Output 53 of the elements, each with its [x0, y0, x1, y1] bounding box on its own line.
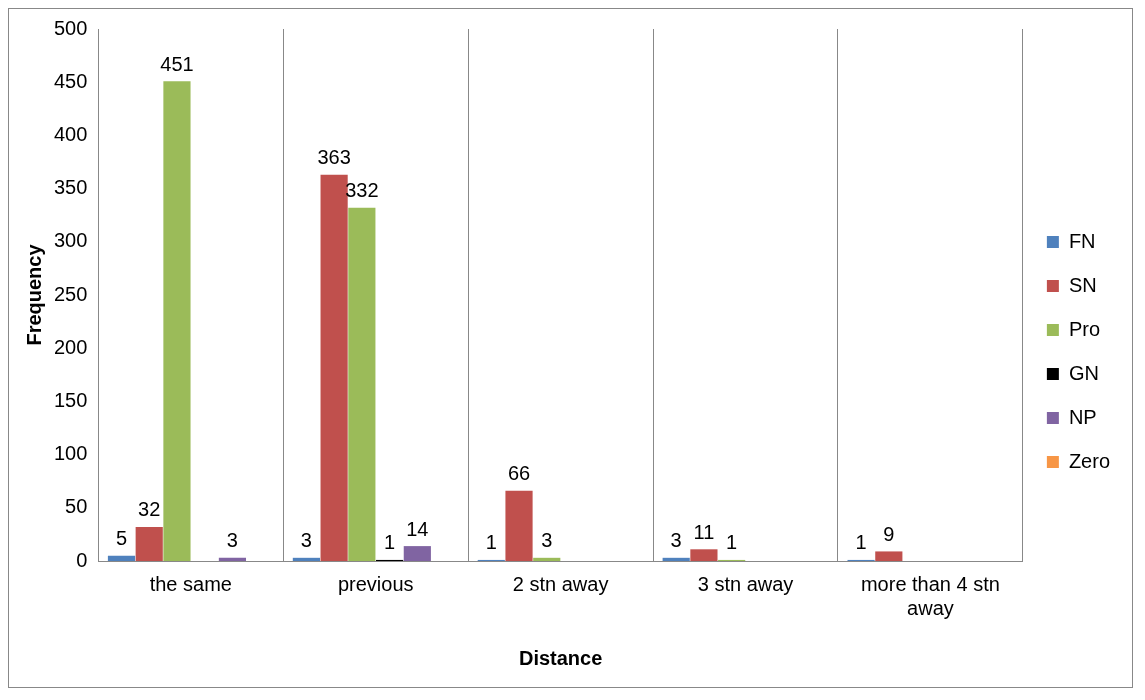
legend-label: GN: [1068, 361, 1099, 384]
bar: [403, 546, 431, 561]
data-label: 9: [883, 522, 895, 545]
data-label: 1: [726, 531, 738, 554]
y-tick-label: 200: [53, 335, 88, 358]
bar: [292, 557, 320, 561]
bar: [875, 551, 903, 561]
y-tick-label: 450: [53, 69, 88, 92]
data-label: 5: [115, 527, 128, 550]
x-tick-label: previous: [337, 572, 414, 595]
legend-label: FN: [1068, 229, 1096, 252]
legend-label: Pro: [1068, 317, 1100, 340]
data-label: 32: [138, 498, 161, 521]
bar: [662, 557, 690, 561]
bar: [690, 549, 718, 561]
x-tick-label: more than 4 stn away: [860, 572, 1000, 619]
data-label: 3: [300, 529, 312, 552]
data-label: 363: [317, 146, 351, 169]
y-tick-label: 250: [53, 282, 88, 305]
bar: [135, 526, 163, 561]
y-tick-label: 100: [53, 442, 88, 465]
x-tick-label: 2 stn away: [512, 572, 609, 595]
x-tick-label: the same: [149, 572, 232, 595]
data-label: 11: [693, 520, 715, 543]
data-label: 451: [160, 52, 194, 75]
bar: [163, 81, 191, 561]
data-label: 66: [507, 462, 531, 485]
data-label: 3: [541, 529, 553, 552]
bar: [107, 555, 136, 561]
y-tick-label: 300: [53, 229, 88, 252]
y-tick-label: 500: [53, 16, 88, 39]
y-tick-label: 50: [65, 495, 88, 518]
data-label: 14: [406, 517, 429, 540]
x-tick-label: 3 stn away: [697, 572, 794, 595]
y-tick-label: 350: [53, 176, 88, 199]
bar: [320, 174, 348, 561]
legend-label: SN: [1068, 273, 1097, 296]
bar: [505, 490, 533, 561]
y-axis-title: Frequency: [22, 243, 45, 346]
data-label: 3: [226, 529, 238, 552]
y-tick-label: 150: [53, 388, 88, 411]
data-label: 1: [485, 531, 497, 554]
bar: [348, 207, 376, 561]
x-axis-title: Distance: [518, 646, 603, 669]
data-label: 1: [855, 531, 867, 554]
data-label: 3: [670, 529, 682, 552]
bar: [218, 557, 247, 561]
bar: [533, 557, 561, 561]
y-tick-label: 400: [53, 122, 88, 145]
legend-label: NP: [1068, 405, 1097, 428]
y-tick-label: 0: [76, 548, 88, 571]
legend-label: Zero: [1068, 449, 1110, 472]
data-label: 1: [384, 531, 396, 554]
